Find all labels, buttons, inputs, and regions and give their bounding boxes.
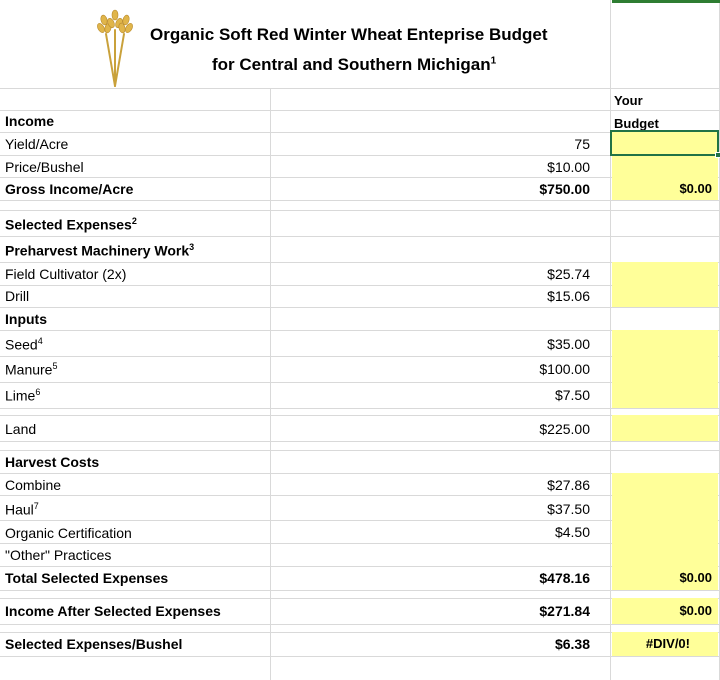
label-land: Land <box>5 421 37 437</box>
label-income: Income <box>5 113 55 129</box>
label-combine: Combine <box>5 477 62 493</box>
budget-input-harvest[interactable] <box>612 473 718 566</box>
column-accent <box>612 0 720 3</box>
value-lime[interactable]: $7.50 <box>554 387 590 403</box>
fill-handle[interactable] <box>715 152 720 158</box>
label-yield: Yield/Acre <box>5 136 69 152</box>
value-combine[interactable]: $27.86 <box>547 477 590 493</box>
label-harvest-costs: Harvest Costs <box>5 454 100 470</box>
budget-cell-gross-income[interactable]: $0.00 <box>612 178 718 200</box>
budget-input-land[interactable] <box>612 415 718 441</box>
label-inputs: Inputs <box>5 311 47 327</box>
value-expenses-per-bushel[interactable]: $6.38 <box>554 636 590 652</box>
budget-cell-per-bushel[interactable]: #DIV/0! <box>612 632 718 656</box>
footnote-marker: 1 <box>490 55 497 67</box>
budget-cell-income-after[interactable]: $0.00 <box>612 598 718 624</box>
your-budget-header: Your Budget <box>614 93 659 131</box>
value-drill[interactable]: $15.06 <box>547 288 590 304</box>
budget-input-machinery[interactable] <box>612 262 718 307</box>
label-price: Price/Bushel <box>5 159 84 175</box>
value-land[interactable]: $225.00 <box>539 421 590 437</box>
label-income-after: Income After Selected Expenses <box>5 603 221 619</box>
label-gross-income: Gross Income/Acre <box>5 181 134 197</box>
value-income-after[interactable]: $271.84 <box>539 603 590 619</box>
label-other-practices: "Other" Practices <box>5 547 112 563</box>
value-yield[interactable]: 75 <box>574 136 590 152</box>
value-seed[interactable]: $35.00 <box>547 336 590 352</box>
value-total-selected-expenses[interactable]: $478.16 <box>539 570 590 586</box>
value-organic-certification[interactable]: $4.50 <box>554 524 590 540</box>
label-manure: Manure5 <box>5 361 58 378</box>
wheat-logo-icon <box>97 9 133 87</box>
budget-cell-total[interactable]: $0.00 <box>612 566 718 590</box>
label-seed: Seed4 <box>5 336 43 353</box>
title-block: Organic Soft Red Winter Wheat Enteprise … <box>0 0 610 88</box>
label-organic-certification: Organic Certification <box>5 525 132 541</box>
value-gross-income[interactable]: $750.00 <box>539 181 590 197</box>
value-price[interactable]: $10.00 <box>547 159 590 175</box>
label-expenses-per-bushel: Selected Expenses/Bushel <box>5 636 183 652</box>
title-line-1: Organic Soft Red Winter Wheat Enteprise … <box>150 25 548 44</box>
value-field-cultivator[interactable]: $25.74 <box>547 266 590 282</box>
label-total-selected-expenses: Total Selected Expenses <box>5 570 169 586</box>
value-haul[interactable]: $37.50 <box>547 501 590 517</box>
budget-input-inputs[interactable] <box>612 330 718 408</box>
selected-cell-yield-budget[interactable] <box>610 130 720 158</box>
label-drill: Drill <box>5 288 30 304</box>
label-lime: Lime6 <box>5 387 41 404</box>
value-manure[interactable]: $100.00 <box>539 361 590 377</box>
label-selected-expenses: Selected Expenses2 <box>5 216 137 233</box>
label-preharvest: Preharvest Machinery Work3 <box>5 242 195 259</box>
label-haul: Haul7 <box>5 501 39 518</box>
label-field-cultivator: Field Cultivator (2x) <box>5 266 127 282</box>
title-line-2: for Central and Southern Michigan1 <box>212 55 497 74</box>
